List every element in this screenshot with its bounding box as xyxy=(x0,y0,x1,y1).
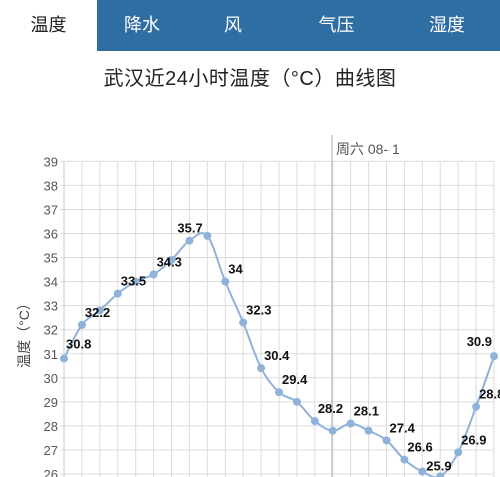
data-point xyxy=(292,397,301,406)
data-label: 29.4 xyxy=(282,372,308,387)
data-point xyxy=(113,289,122,298)
data-point xyxy=(490,352,498,361)
data-point xyxy=(221,277,230,286)
data-point xyxy=(364,426,373,435)
data-point xyxy=(346,419,355,428)
y-tick-label: 28 xyxy=(44,419,58,434)
y-tick-label: 37 xyxy=(44,202,58,217)
data-point xyxy=(167,255,176,264)
y-tick-label: 30 xyxy=(44,371,58,386)
data-label: 26.9 xyxy=(461,432,486,447)
data-point xyxy=(418,467,427,476)
y-tick-label: 39 xyxy=(44,154,58,169)
day-marker-label: 周六 08- 1 xyxy=(336,141,400,157)
data-label: 25.9 xyxy=(426,458,451,473)
data-label: 32.2 xyxy=(85,305,110,320)
data-label: 28.8 xyxy=(479,387,500,402)
data-label: 32.3 xyxy=(246,302,271,317)
y-tick-label: 36 xyxy=(44,227,58,242)
y-tick-label: 29 xyxy=(44,395,58,410)
y-tick-label: 38 xyxy=(44,178,58,193)
data-label: 33.5 xyxy=(121,274,146,289)
tab-wind[interactable]: 风 xyxy=(224,15,242,35)
data-point xyxy=(149,270,158,279)
tab-humidity[interactable]: 湿度 xyxy=(429,15,465,35)
tab-pressure[interactable]: 气压 xyxy=(318,15,355,35)
data-point xyxy=(257,364,266,373)
data-point xyxy=(185,236,194,245)
data-point xyxy=(454,448,463,457)
data-label: 30.8 xyxy=(66,337,91,352)
data-label: 34 xyxy=(228,262,243,277)
data-label: 28.1 xyxy=(354,403,379,418)
data-point xyxy=(239,318,248,327)
data-label: 35.7 xyxy=(177,221,202,236)
data-point xyxy=(400,455,409,464)
data-point xyxy=(382,436,391,445)
data-label: 34.3 xyxy=(157,254,182,269)
data-point xyxy=(131,277,140,286)
data-point xyxy=(95,306,104,315)
data-point xyxy=(328,426,337,435)
data-point xyxy=(60,354,68,363)
chart-title: 武汉近24小时温度（°C）曲线图 xyxy=(103,68,397,90)
y-tick-label: 33 xyxy=(44,299,58,314)
y-axis-label: 温度（°C） xyxy=(16,296,32,368)
tab-precipitation[interactable]: 降水 xyxy=(124,15,160,35)
tab-temperature[interactable]: 温度 xyxy=(0,0,97,51)
data-point xyxy=(310,417,319,426)
data-label: 30.4 xyxy=(264,348,290,363)
y-tick-label: 34 xyxy=(44,275,58,290)
data-label: 30.9 xyxy=(467,334,492,349)
data-point xyxy=(77,320,86,329)
y-tick-label: 31 xyxy=(44,347,58,362)
data-label: 26.6 xyxy=(407,440,432,455)
data-point xyxy=(436,472,445,477)
y-tick-label: 27 xyxy=(44,443,58,458)
tab-bar: 温度 降水 风 气压 湿度 xyxy=(0,0,500,51)
data-point xyxy=(275,388,283,397)
data-point xyxy=(203,231,212,240)
y-tick-label: 26 xyxy=(44,467,58,477)
data-label: 27.4 xyxy=(390,420,416,435)
y-tick-label: 35 xyxy=(44,251,58,266)
data-label: 28.2 xyxy=(318,401,343,416)
y-tick-label: 32 xyxy=(44,323,58,338)
data-point xyxy=(472,402,481,411)
